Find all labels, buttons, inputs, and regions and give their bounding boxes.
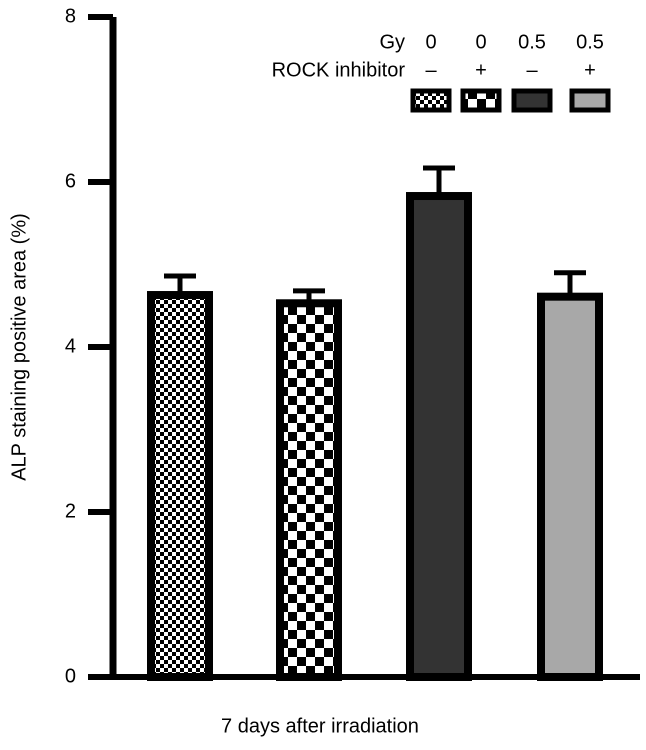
legend-swatch xyxy=(511,88,553,113)
bar xyxy=(147,291,213,681)
legend-row-label: Gy xyxy=(379,31,405,53)
legend-swatch xyxy=(410,88,452,113)
y-axis-label: ALP staining positive area (%) xyxy=(8,213,30,481)
legend-swatch xyxy=(460,88,502,113)
legend-value: 0 xyxy=(425,31,436,53)
y-tick-label: 4 xyxy=(65,335,76,357)
legend-value: + xyxy=(475,59,487,81)
legend-value: 0.5 xyxy=(518,31,546,53)
y-tick-label: 8 xyxy=(65,5,76,27)
legend-row-label: ROCK inhibitor xyxy=(272,59,406,81)
legend-value: 0.5 xyxy=(576,31,604,53)
y-tick-label: 0 xyxy=(65,665,76,687)
y-tick-label: 2 xyxy=(65,500,76,522)
legend-value: + xyxy=(584,59,596,81)
legend-value: 0 xyxy=(475,31,486,53)
bar xyxy=(537,292,603,681)
legend-swatch xyxy=(569,88,611,113)
x-axis-label: 7 days after irradiation xyxy=(221,715,419,737)
legend-value: – xyxy=(526,59,538,81)
y-tick-label: 6 xyxy=(65,170,76,192)
bar xyxy=(406,192,472,681)
bar xyxy=(276,299,342,681)
legend-value: – xyxy=(425,59,437,81)
